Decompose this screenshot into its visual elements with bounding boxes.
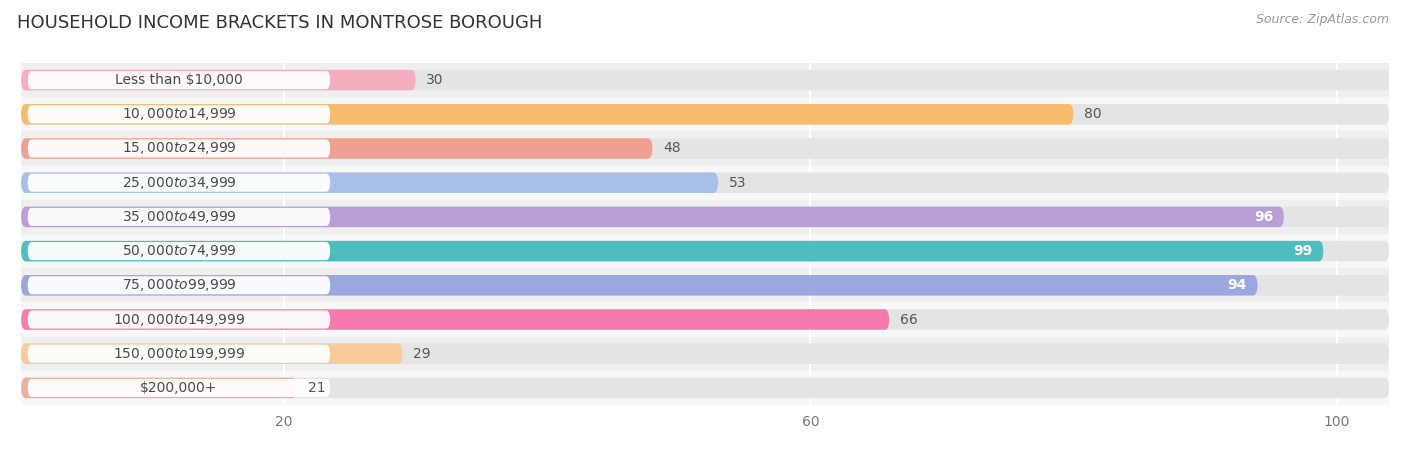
Bar — [21, 131, 1389, 166]
FancyBboxPatch shape — [21, 343, 1389, 364]
FancyBboxPatch shape — [21, 241, 1389, 261]
FancyBboxPatch shape — [21, 104, 1073, 125]
Bar — [21, 371, 1389, 405]
FancyBboxPatch shape — [21, 378, 1389, 398]
FancyBboxPatch shape — [28, 105, 330, 123]
Text: 66: 66 — [900, 312, 918, 327]
Text: 30: 30 — [426, 73, 444, 87]
FancyBboxPatch shape — [21, 172, 1389, 193]
Text: $150,000 to $199,999: $150,000 to $199,999 — [112, 346, 245, 362]
Text: HOUSEHOLD INCOME BRACKETS IN MONTROSE BOROUGH: HOUSEHOLD INCOME BRACKETS IN MONTROSE BO… — [17, 14, 543, 32]
Bar — [21, 302, 1389, 337]
Text: $15,000 to $24,999: $15,000 to $24,999 — [121, 140, 236, 157]
FancyBboxPatch shape — [21, 241, 1323, 261]
Bar — [21, 200, 1389, 234]
FancyBboxPatch shape — [21, 275, 1257, 296]
FancyBboxPatch shape — [21, 309, 1389, 330]
Text: 48: 48 — [664, 141, 681, 156]
FancyBboxPatch shape — [28, 276, 330, 294]
FancyBboxPatch shape — [21, 343, 402, 364]
Text: $200,000+: $200,000+ — [141, 381, 218, 395]
FancyBboxPatch shape — [28, 242, 330, 260]
FancyBboxPatch shape — [21, 70, 1389, 90]
FancyBboxPatch shape — [21, 207, 1284, 227]
Text: $35,000 to $49,999: $35,000 to $49,999 — [121, 209, 236, 225]
Bar — [21, 166, 1389, 200]
Text: $50,000 to $74,999: $50,000 to $74,999 — [121, 243, 236, 259]
FancyBboxPatch shape — [21, 138, 1389, 159]
FancyBboxPatch shape — [21, 378, 297, 398]
Text: Less than $10,000: Less than $10,000 — [115, 73, 243, 87]
Text: $100,000 to $149,999: $100,000 to $149,999 — [112, 311, 245, 328]
FancyBboxPatch shape — [21, 138, 652, 159]
Text: Source: ZipAtlas.com: Source: ZipAtlas.com — [1256, 14, 1389, 27]
FancyBboxPatch shape — [28, 310, 330, 328]
Text: 53: 53 — [728, 176, 747, 190]
Bar — [21, 97, 1389, 131]
Text: $75,000 to $99,999: $75,000 to $99,999 — [121, 277, 236, 293]
FancyBboxPatch shape — [21, 309, 889, 330]
FancyBboxPatch shape — [28, 71, 330, 89]
Text: 96: 96 — [1254, 210, 1274, 224]
Text: 29: 29 — [413, 346, 430, 361]
FancyBboxPatch shape — [28, 345, 330, 363]
Bar — [21, 63, 1389, 97]
Text: $25,000 to $34,999: $25,000 to $34,999 — [121, 175, 236, 191]
FancyBboxPatch shape — [21, 172, 718, 193]
Text: $10,000 to $14,999: $10,000 to $14,999 — [121, 106, 236, 122]
FancyBboxPatch shape — [21, 104, 1389, 125]
Bar — [21, 268, 1389, 302]
FancyBboxPatch shape — [28, 174, 330, 192]
FancyBboxPatch shape — [28, 140, 330, 158]
Bar — [21, 234, 1389, 268]
Text: 99: 99 — [1294, 244, 1313, 258]
FancyBboxPatch shape — [28, 379, 330, 397]
FancyBboxPatch shape — [28, 208, 330, 226]
Text: 80: 80 — [1084, 107, 1101, 122]
FancyBboxPatch shape — [21, 70, 416, 90]
Text: 94: 94 — [1227, 278, 1247, 293]
Bar — [21, 337, 1389, 371]
FancyBboxPatch shape — [21, 207, 1389, 227]
FancyBboxPatch shape — [21, 275, 1389, 296]
Text: 21: 21 — [308, 381, 325, 395]
